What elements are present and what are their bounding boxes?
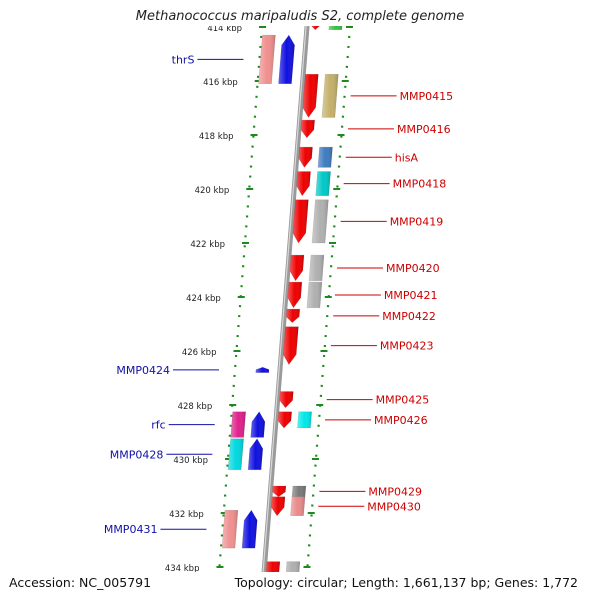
forward-gene-mmp0425-shading (279, 391, 294, 408)
ruler-tick-434: 434 kbp (165, 564, 200, 574)
forward-gene-mmp0415-cog-shading (321, 74, 339, 118)
forward-gene-mmp0418-label: MMP0418 (393, 178, 447, 191)
forward-gene-mmp0418-shading (296, 171, 311, 196)
reverse-gene-mmp0424-shading (255, 367, 269, 373)
ruler-tick-426: 426 kbp (182, 348, 217, 358)
forward-gene-mmp0421-cog-shading (306, 282, 322, 308)
map-title: Methanococcus maripaludis S2, complete g… (135, 9, 465, 24)
forward-gene-mmp0422-shading (286, 309, 300, 323)
forward-gene-hisa-label: hisA (395, 151, 419, 164)
chromosome-backbone (261, 26, 310, 572)
reverse-gene-thrs-label: thrS (172, 53, 195, 66)
edge-gene-0-shading (311, 26, 320, 30)
reverse-gene-thrs-cog-shading (258, 35, 276, 84)
reverse-gene-mmp0428-cog-shading (228, 438, 244, 470)
ruler-tick-424: 424 kbp (186, 294, 221, 304)
forward-gene-mmp0421-label: MMP0421 (384, 289, 438, 302)
forward-gene-mmp0429-label: MMP0429 (368, 485, 422, 498)
forward-gene-mmp0429-shading (272, 486, 286, 497)
forward-gene-mmp0430-cog-shading (290, 496, 305, 516)
ruler-tick-416: 416 kbp (203, 78, 238, 88)
label-layer: MMP0415 MMP0416 hisA MMP0418 MMP0419 MMP0420 M… (104, 53, 453, 536)
ruler-tick-422: 422 kbp (190, 240, 225, 250)
ruler-tick-414: 414 kbp (207, 24, 242, 34)
map-layer: 414 kbp 416 kbp 418 kbp 420 kbp 422 kbp 424 k… (165, 24, 353, 599)
reverse-gene-rfc-cog-shading (230, 411, 246, 438)
forward-gene-mmp0430-label: MMP0430 (367, 500, 421, 513)
edge-gene-0-cog-shading (328, 26, 343, 30)
ruler-tick-430: 430 kbp (173, 456, 208, 466)
accession-text: Accession: NC_005791 (9, 575, 152, 590)
forward-gene-mmp0415-label: MMP0415 (400, 90, 454, 103)
reverse-gene-mmp0428-label: MMP0428 (110, 448, 164, 461)
reverse-gene-thrs-shading (278, 35, 295, 84)
forward-gene-mmp0419-cog-shading (312, 199, 329, 243)
ruler-tick-418: 418 kbp (199, 132, 234, 142)
forward-gene-mmp0429-cog-shading (292, 486, 306, 497)
forward-gene-mmp0425-label: MMP0425 (376, 394, 430, 407)
edge-gene-2-cog (218, 583, 232, 599)
reverse-gene-mmp0431-cog-shading (222, 510, 238, 549)
forward-gene-mmp0421-shading (287, 282, 302, 308)
reverse-gene-rfc-label: rfc (151, 419, 165, 432)
reverse-gene-mmp0428-shading (248, 438, 263, 470)
edge-gene-2-cog-shading (218, 583, 232, 599)
edge-gene-1-shading (266, 561, 280, 572)
forward-gene-mmp0420-label: MMP0420 (386, 262, 440, 275)
reverse-gene-rfc-shading (250, 411, 265, 438)
forward-gene-mmp0430-shading (271, 496, 285, 516)
reverse-gene-mmp0424-label: MMP0424 (116, 364, 170, 377)
forward-gene-mmp0419-shading (292, 199, 309, 243)
forward-gene-mmp0416-shading (300, 120, 315, 138)
genome-summary-text: Topology: circular; Length: 1,661,137 bp… (234, 575, 578, 590)
forward-gene-mmp0426-label: MMP0426 (374, 414, 428, 427)
forward-gene-hisa-cog-shading (317, 147, 333, 168)
forward-gene-mmp0420-cog-shading (309, 255, 324, 281)
forward-gene-mmp0419-label: MMP0419 (390, 215, 444, 228)
backbone-highlight (262, 26, 307, 572)
forward-gene-mmp0426-shading (278, 411, 292, 428)
reverse-gene-mmp0431-label: MMP0431 (104, 523, 158, 536)
forward-gene-mmp0422-label: MMP0422 (382, 310, 436, 323)
ruler-tick-420: 420 kbp (195, 186, 230, 196)
forward-gene-mmp0416-label: MMP0416 (397, 123, 451, 136)
forward-gene-mmp0418-cog-shading (315, 171, 331, 196)
forward-gene-mmp0423-shading (283, 326, 299, 365)
ruler-tick-432: 432 kbp (169, 510, 204, 520)
forward-gene-mmp0420-shading (289, 255, 304, 281)
reverse-gene-mmp0431-shading (242, 510, 258, 549)
forward-gene-mmp0423-label: MMP0423 (380, 340, 434, 353)
forward-gene-mmp0426-cog-shading (297, 411, 312, 428)
forward-gene-hisa-shading (298, 147, 313, 168)
edge-gene-1-cog-shading (286, 561, 300, 572)
forward-gene-mmp0415-shading (302, 74, 319, 118)
ruler-tick-428: 428 kbp (178, 402, 213, 412)
